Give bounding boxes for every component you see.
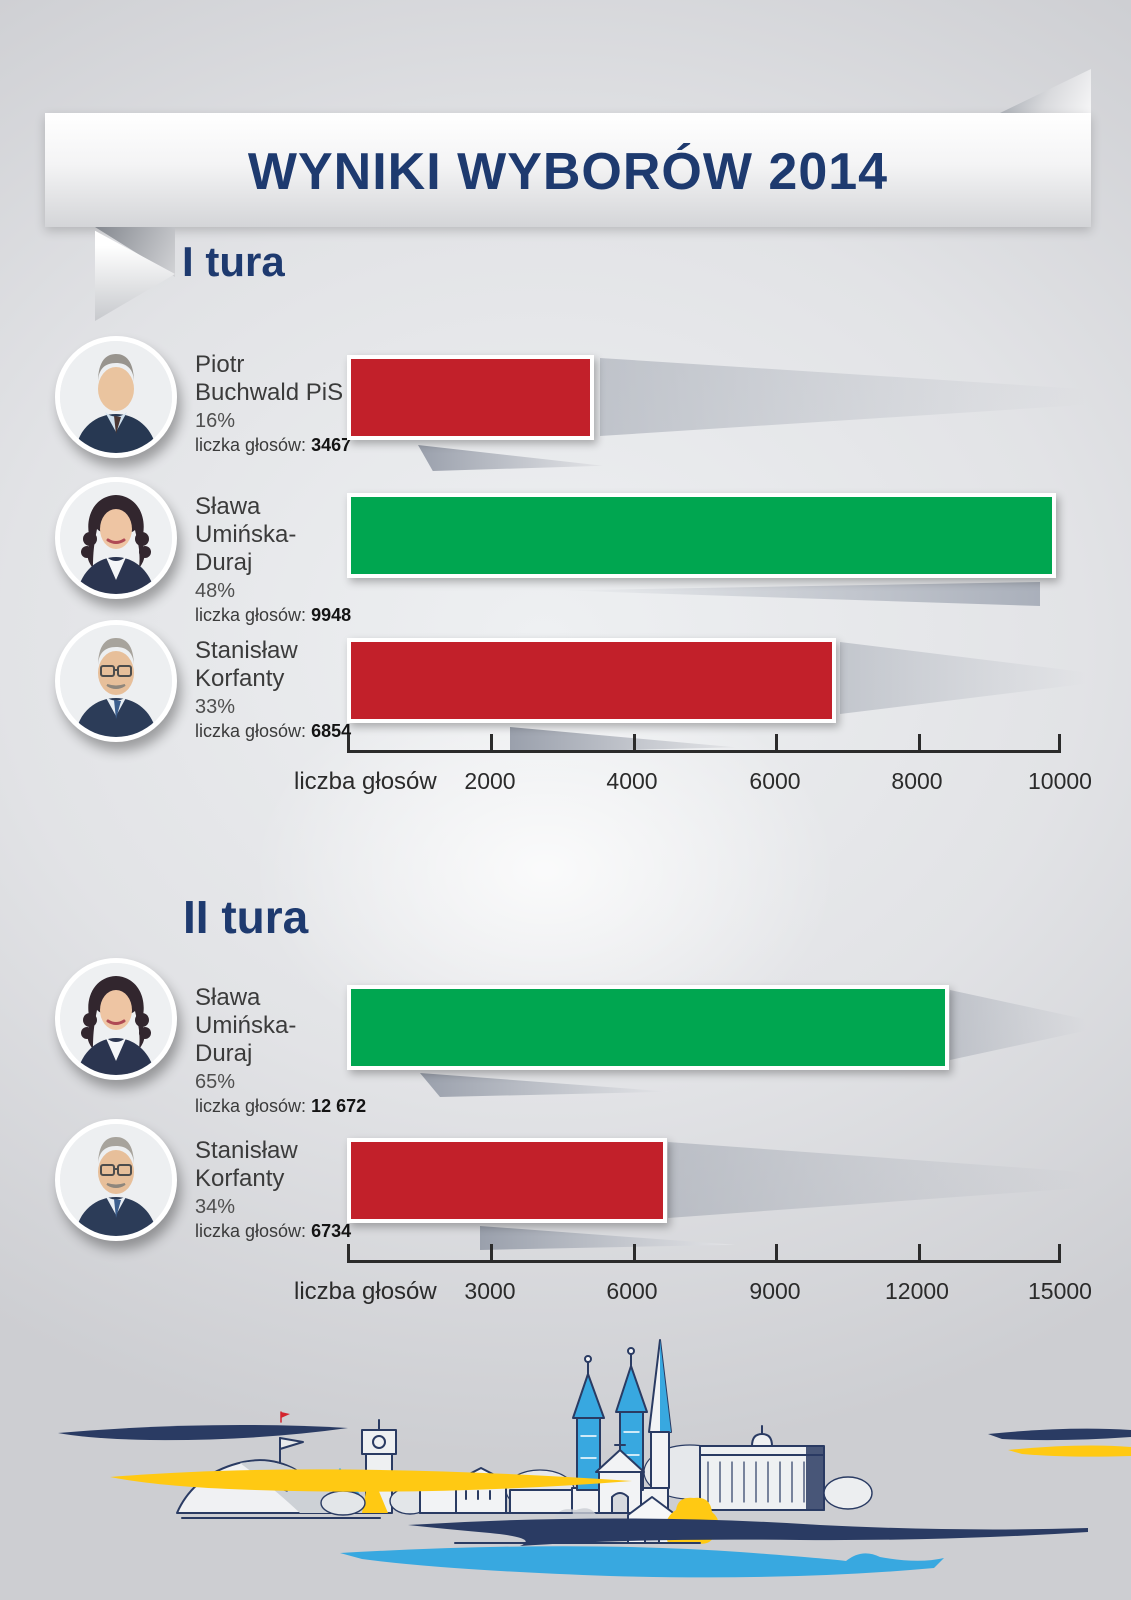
candidate-votes: liczka głosów: 6734 bbox=[195, 1221, 352, 1241]
axis-round-2 bbox=[347, 1244, 1061, 1263]
candidate-info: Piotr Buchwald PiS 16% liczka głosów: 34… bbox=[195, 351, 352, 456]
axis-tick-label: 9000 bbox=[749, 1278, 801, 1304]
candidate-percent: 33% bbox=[195, 696, 236, 718]
older-man-glasses-mustache-photo bbox=[60, 625, 172, 737]
candidate-votes: liczka głosów: 9948 bbox=[195, 605, 352, 625]
axis-tick bbox=[632, 1244, 636, 1260]
candidate-name: Sława Umińska-Duraj bbox=[195, 984, 297, 1067]
bar-track bbox=[347, 985, 1060, 1070]
title-ribbon: WYNIKI WYBORÓW 2014 bbox=[45, 113, 1091, 227]
vote-bar bbox=[347, 638, 836, 723]
bar-track bbox=[347, 493, 1060, 578]
axis-tick-label: 6000 bbox=[606, 1278, 658, 1304]
candidate-percent: 16% bbox=[195, 410, 236, 432]
candidate-photo bbox=[55, 958, 177, 1080]
older-man-glasses-mustache-photo bbox=[60, 1124, 172, 1236]
axis-tick bbox=[347, 734, 350, 750]
axis-tick bbox=[775, 734, 779, 750]
candidate-votes: liczka głosów: 6854 bbox=[195, 721, 352, 741]
woman-dark-curly-hair-photo bbox=[60, 482, 172, 594]
axis-tick-label: 8000 bbox=[891, 768, 943, 794]
candidate-percent: 48% bbox=[195, 580, 236, 602]
bar-track bbox=[347, 355, 1060, 440]
axis-tick bbox=[918, 1244, 922, 1260]
axis-tick-label: 3000 bbox=[464, 1278, 516, 1304]
vote-bar bbox=[347, 1138, 668, 1223]
axis-tick bbox=[347, 1244, 350, 1260]
axis-tick bbox=[1058, 1244, 1061, 1260]
candidate-name: Sława Umińska-Duraj bbox=[195, 493, 297, 576]
round-2-heading: II tura bbox=[183, 891, 309, 943]
older-man-gray-hair-photo bbox=[60, 341, 172, 453]
candidate-info: Stanisław Korfanty 33% liczka głosów: 68… bbox=[195, 637, 352, 742]
candidate-info: Sława Umińska-Duraj 65% liczka głosów: 1… bbox=[195, 984, 367, 1117]
axis-tick bbox=[489, 1244, 493, 1260]
candidate-photo bbox=[55, 477, 177, 599]
candidate-votes: liczka głosów: 12 672 bbox=[195, 1096, 367, 1116]
page-title: WYNIKI WYBORÓW 2014 bbox=[247, 143, 889, 201]
candidate-name: Stanisław Korfanty bbox=[195, 637, 298, 692]
round-1-heading: I tura bbox=[182, 238, 285, 285]
candidate-info: Sława Umińska-Duraj 48% liczka głosów: 9… bbox=[195, 493, 352, 626]
candidate-photo bbox=[55, 620, 177, 742]
axis-label: liczba głosów bbox=[294, 768, 437, 795]
axis-label: liczba głosów bbox=[294, 1278, 437, 1305]
woman-dark-curly-hair-photo bbox=[60, 963, 172, 1075]
candidate-photo bbox=[55, 1119, 177, 1241]
candidate-percent: 65% bbox=[195, 1071, 236, 1093]
bar-shadow-wedge bbox=[560, 582, 1040, 606]
bar-track bbox=[347, 1138, 1060, 1223]
axis-tick-label: 2000 bbox=[464, 768, 516, 794]
candidate-photo bbox=[55, 336, 177, 458]
vote-bar bbox=[347, 355, 595, 440]
axis-tick bbox=[1058, 734, 1061, 750]
candidate-name: Piotr Buchwald PiS bbox=[195, 351, 344, 406]
candidate-percent: 34% bbox=[195, 1196, 236, 1218]
axis-tick bbox=[918, 734, 922, 750]
axis-tick bbox=[632, 734, 636, 750]
vote-bar bbox=[347, 985, 950, 1070]
city-skyline-illustration bbox=[58, 1339, 1131, 1578]
axis-tick-label: 4000 bbox=[606, 768, 658, 794]
axis-tick-label: 6000 bbox=[749, 768, 801, 794]
axis-tick-label: 10000 bbox=[1028, 768, 1092, 794]
ribbon-fold-icon bbox=[1000, 69, 1091, 113]
vote-bar bbox=[347, 493, 1057, 578]
axis-tick bbox=[775, 1244, 779, 1260]
candidate-name: Stanisław Korfanty bbox=[195, 1137, 298, 1192]
axis-tick bbox=[489, 734, 493, 750]
candidate-votes: liczka głosów: 3467 bbox=[195, 435, 352, 455]
bar-shadow-wedge bbox=[420, 1073, 670, 1097]
axis-tick-label: 12000 bbox=[885, 1278, 949, 1304]
bar-shadow-wedge bbox=[418, 445, 603, 471]
candidate-info: Stanisław Korfanty 34% liczka głosów: 67… bbox=[195, 1137, 352, 1242]
axis-round-1 bbox=[347, 734, 1061, 753]
axis-tick-label: 15000 bbox=[1028, 1278, 1092, 1304]
bar-track bbox=[347, 638, 1060, 723]
